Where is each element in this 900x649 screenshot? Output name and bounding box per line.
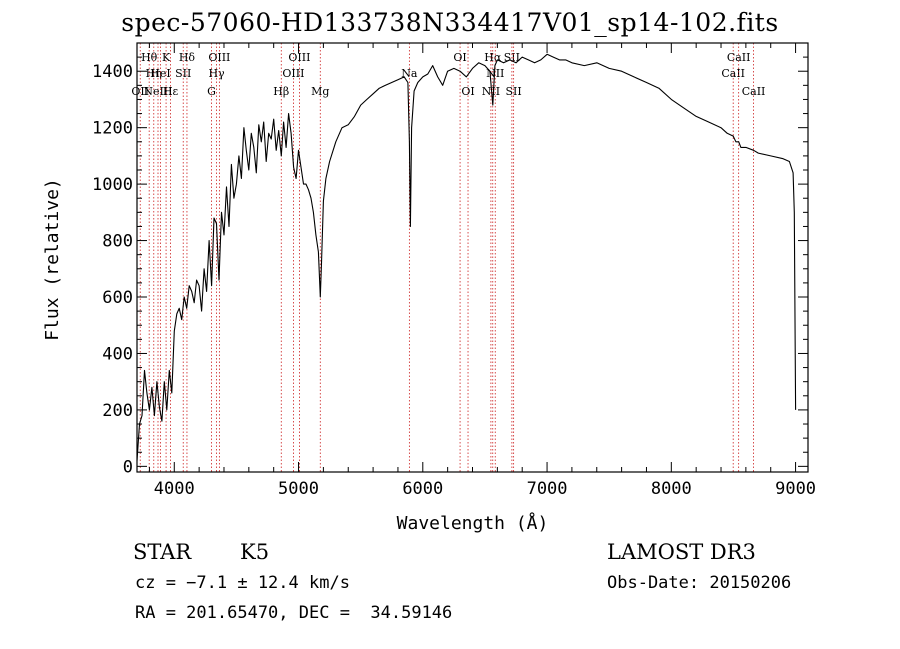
- x-tick-label: 5000: [278, 479, 319, 499]
- spectral-line-label: OIII: [208, 51, 230, 64]
- spectral-line-label: OI: [461, 85, 474, 98]
- y-tick-label: 0: [123, 457, 133, 477]
- spectral-line-label: NII: [482, 85, 500, 98]
- spectral-line-label: SII: [506, 85, 522, 98]
- ra-dec-coordinates: RA = 201.65470, DEC = 34.59146: [135, 603, 453, 623]
- redshift-cz: cz = −7.1 ± 12.4 km/s: [135, 573, 350, 593]
- y-tick-label: 400: [102, 344, 133, 364]
- spectral-line-label: OIII: [282, 67, 304, 80]
- spectral-line-label: Mg: [311, 85, 329, 98]
- spectral-line-label: OIII: [288, 51, 310, 64]
- spectral-subclass: K5: [240, 540, 270, 564]
- spectral-line-label: Hα: [484, 51, 502, 64]
- y-tick-label: 1000: [92, 175, 133, 195]
- spectral-line-label: CaII: [721, 67, 745, 80]
- spectral-line-label: OII: [131, 85, 149, 98]
- spectral-line-label: Hε: [163, 85, 179, 98]
- x-tick-label: 7000: [527, 479, 568, 499]
- y-tick-label: 800: [102, 232, 133, 252]
- spectral-line-label: Hθ: [141, 51, 158, 64]
- spectral-line-label: K: [162, 51, 171, 64]
- x-axis-title: Wavelength (Å): [397, 512, 549, 534]
- y-tick-label: 1200: [92, 119, 133, 139]
- spectral-line-label: OI: [453, 51, 466, 64]
- y-tick-label: 200: [102, 401, 133, 421]
- observation-date: Obs-Date: 20150206: [607, 573, 792, 593]
- spectral-line-label: Hγ: [208, 67, 225, 80]
- spectral-line-label: SII: [175, 67, 191, 80]
- x-tick-label: 9000: [775, 479, 816, 499]
- x-tick-label: 4000: [154, 479, 195, 499]
- object-type: STAR: [133, 540, 192, 564]
- chart-title: spec-57060-HD133738N334417V01_sp14-102.f…: [121, 8, 779, 37]
- survey-name: LAMOST DR3: [607, 540, 756, 564]
- spectral-line-label: CaII: [742, 85, 766, 98]
- x-tick-label: 8000: [651, 479, 692, 499]
- plot-frame: [136, 42, 809, 473]
- spectral-line-label: Na: [401, 67, 418, 80]
- spectral-line-label: CaII: [727, 51, 751, 64]
- spectral-line-label: Hβ: [273, 85, 289, 98]
- spectral-line-label: NeIII: [143, 85, 172, 98]
- spectral-line-label: HeI: [150, 67, 170, 80]
- spectral-line-label: Hη: [146, 67, 162, 80]
- spectral-line-label: G: [207, 85, 216, 98]
- y-axis-title: Flux (relative): [42, 178, 63, 341]
- y-tick-label: 1400: [92, 62, 133, 82]
- y-tick-label: 600: [102, 288, 133, 308]
- spectral-line-label: Hδ: [179, 51, 196, 64]
- x-tick-label: 6000: [402, 479, 443, 499]
- spectrum-series-line: [136, 53, 797, 461]
